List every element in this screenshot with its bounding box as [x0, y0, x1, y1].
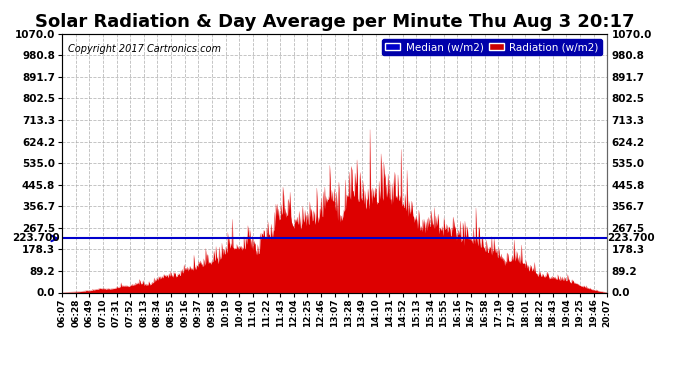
Title: Solar Radiation & Day Average per Minute Thu Aug 3 20:17: Solar Radiation & Day Average per Minute…	[35, 13, 634, 31]
Text: 223.700: 223.700	[12, 233, 59, 243]
Legend: Median (w/m2), Radiation (w/m2): Median (w/m2), Radiation (w/m2)	[382, 39, 602, 55]
Text: Copyright 2017 Cartronics.com: Copyright 2017 Cartronics.com	[68, 44, 221, 54]
Text: 223.700: 223.700	[607, 233, 655, 243]
